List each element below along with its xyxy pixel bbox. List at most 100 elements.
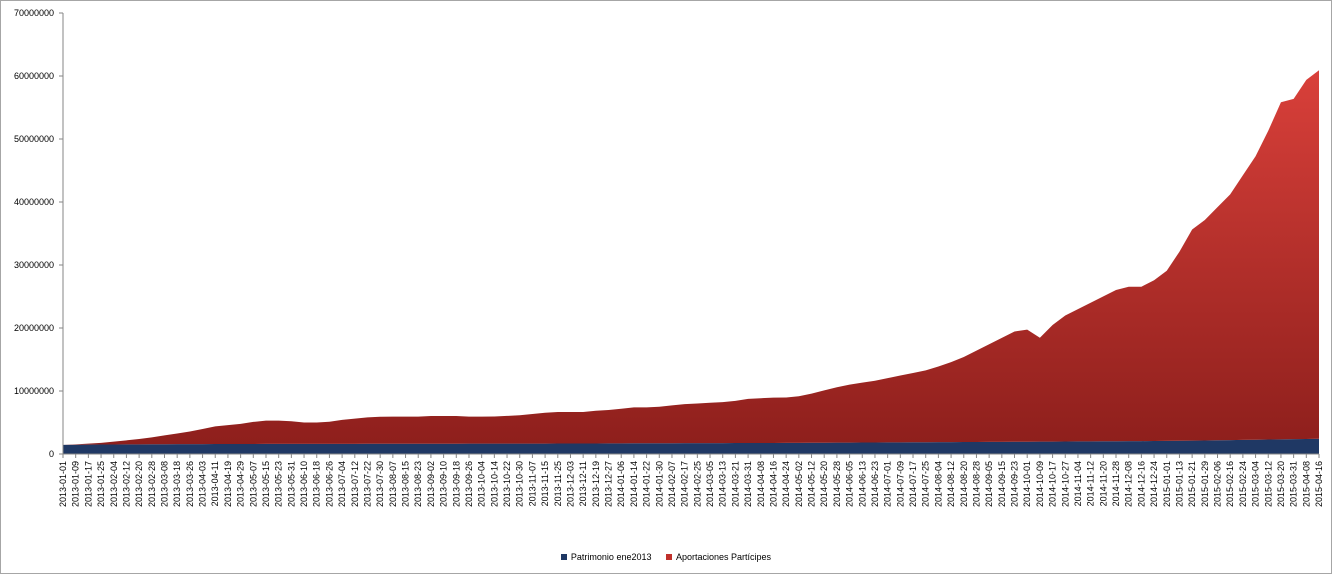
x-tick-label: 2013-06-18 — [312, 461, 322, 507]
x-tick-label: 2013-10-22 — [502, 461, 512, 507]
x-tick-label: 2013-08-23 — [413, 461, 423, 507]
x-tick-label: 2013-02-04 — [109, 461, 119, 507]
x-tick-label: 2013-04-11 — [210, 461, 220, 506]
x-tick-label: 2013-02-12 — [121, 461, 131, 507]
x-tick-label: 2013-02-28 — [147, 461, 157, 507]
x-tick-label: 2014-08-20 — [959, 461, 969, 507]
x-tick-label: 2013-11-07 — [527, 461, 537, 506]
x-tick-label: 2013-04-03 — [198, 461, 208, 507]
x-tick-label: 2015-04-16 — [1314, 461, 1324, 507]
x-tick-label: 2013-10-30 — [515, 461, 525, 507]
x-tick-label: 2014-04-08 — [756, 461, 766, 507]
x-tick-label: 2013-05-23 — [274, 461, 284, 507]
y-tick-label: 60000000 — [14, 71, 54, 81]
x-tick-label: 2014-05-02 — [794, 461, 804, 507]
x-tick-label: 2014-07-09 — [895, 461, 905, 507]
x-tick-label: 2015-02-06 — [1213, 461, 1223, 507]
x-tick-label: 2014-01-22 — [642, 461, 652, 507]
x-tick-label: 2013-01-17 — [83, 461, 93, 507]
x-tick-label: 2013-04-29 — [236, 461, 246, 507]
x-tick-label: 2014-09-23 — [1010, 461, 1020, 507]
x-tick-label: 2013-12-03 — [565, 461, 575, 507]
x-tick-label: 2013-11-25 — [553, 461, 563, 506]
x-tick-label: 2014-07-01 — [883, 461, 893, 507]
x-tick-label: 2015-03-31 — [1289, 461, 1299, 507]
x-tick-label: 2013-05-31 — [286, 461, 296, 507]
y-tick-label: 70000000 — [14, 8, 54, 18]
x-tick-label: 2014-10-01 — [1022, 461, 1032, 507]
x-tick-label: 2015-02-16 — [1225, 461, 1235, 507]
x-tick-label: 2013-01-25 — [96, 461, 106, 507]
legend-label-patrimonio: Patrimonio ene2013 — [570, 552, 652, 562]
x-tick-label: 2014-01-14 — [629, 461, 639, 507]
x-tick-label: 2015-03-20 — [1276, 461, 1286, 507]
x-tick-label: 2013-12-27 — [604, 461, 614, 507]
x-tick-label: 2015-03-04 — [1251, 461, 1261, 507]
x-tick-label: 2015-01-13 — [1174, 461, 1184, 507]
x-tick-label: 2015-04-08 — [1301, 461, 1311, 507]
x-tick-label: 2013-01-01 — [58, 461, 68, 507]
x-tick-label: 2013-03-18 — [172, 461, 182, 507]
x-tick-label: 2014-06-05 — [845, 461, 855, 507]
x-tick-label: 2013-09-18 — [451, 461, 461, 507]
x-tick-label: 2013-11-15 — [540, 461, 550, 506]
x-tick-label: 2013-10-14 — [489, 461, 499, 507]
x-tick-label: 2014-12-08 — [1124, 461, 1134, 507]
x-tick-label: 2013-10-04 — [477, 461, 487, 507]
x-tick-label: 2014-06-23 — [870, 461, 880, 507]
x-tick-label: 2013-03-08 — [159, 461, 169, 507]
x-tick-label: 2013-09-02 — [426, 461, 436, 507]
x-tick-label: 2014-11-12 — [1086, 461, 1096, 506]
x-tick-label: 2014-08-12 — [946, 461, 956, 507]
x-tick-label: 2014-03-21 — [730, 461, 740, 507]
x-tick-label: 2014-08-04 — [933, 461, 943, 507]
x-tick-label: 2014-04-24 — [781, 461, 791, 507]
x-tick-label: 2014-03-05 — [705, 461, 715, 507]
x-tick-label: 2014-07-25 — [921, 461, 931, 507]
legend-label-aportaciones: Aportaciones Partícipes — [676, 552, 772, 562]
x-tick-label: 2013-05-07 — [248, 461, 258, 507]
x-tick-label: 2014-11-20 — [1098, 461, 1108, 506]
x-tick-label: 2013-03-26 — [185, 461, 195, 507]
x-tick-label: 2014-10-27 — [1060, 461, 1070, 507]
legend-swatch-patrimonio — [560, 554, 567, 560]
x-tick-label: 2014-05-20 — [819, 461, 829, 507]
x-tick-label: 2013-06-10 — [299, 461, 309, 507]
x-tick-label: 2014-09-05 — [984, 461, 994, 507]
x-tick-label: 2014-03-31 — [743, 461, 753, 507]
y-tick-label: 30000000 — [14, 260, 54, 270]
legend-swatch-aportaciones — [666, 554, 672, 560]
x-tick-label: 2014-02-17 — [680, 461, 690, 507]
x-tick-label: 2014-11-04 — [1073, 461, 1083, 506]
y-tick-label: 0 — [49, 449, 54, 459]
x-tick-label: 2013-08-07 — [388, 461, 398, 507]
y-tick-label: 40000000 — [14, 197, 54, 207]
x-tick-label: 2013-04-19 — [223, 461, 233, 507]
x-tick-label: 2013-02-20 — [134, 461, 144, 507]
x-tick-label: 2014-07-17 — [908, 461, 918, 507]
x-tick-label: 2013-09-10 — [439, 461, 449, 507]
x-tick-label: 2015-01-01 — [1162, 461, 1172, 507]
x-tick-label: 2013-07-22 — [362, 461, 372, 507]
legend: Patrimonio ene2013 Aportaciones Partícip… — [1, 552, 1331, 562]
x-tick-label: 2014-04-16 — [768, 461, 778, 507]
x-tick-label: 2014-06-13 — [857, 461, 867, 507]
x-tick-label: 2015-03-12 — [1263, 461, 1273, 507]
x-tick-label: 2013-01-09 — [71, 461, 81, 507]
x-tick-label: 2013-07-04 — [337, 461, 347, 507]
x-tick-label: 2014-01-06 — [616, 461, 626, 507]
x-tick-label: 2014-12-16 — [1136, 461, 1146, 507]
x-tick-label: 2013-12-11 — [578, 461, 588, 506]
x-tick-label: 2013-09-26 — [464, 461, 474, 507]
x-tick-label: 2014-10-09 — [1035, 461, 1045, 507]
y-tick-label: 50000000 — [14, 134, 54, 144]
x-tick-label: 2015-02-24 — [1238, 461, 1248, 507]
series-area-0 — [63, 438, 1319, 454]
x-tick-label: 2014-09-15 — [997, 461, 1007, 507]
legend-item-aportaciones: Aportaciones Partícipes — [666, 552, 771, 562]
x-tick-label: 2013-12-19 — [591, 461, 601, 507]
x-tick-label: 2014-11-28 — [1111, 461, 1121, 506]
x-tick-label: 2014-01-30 — [654, 461, 664, 507]
x-tick-label: 2014-02-25 — [692, 461, 702, 507]
